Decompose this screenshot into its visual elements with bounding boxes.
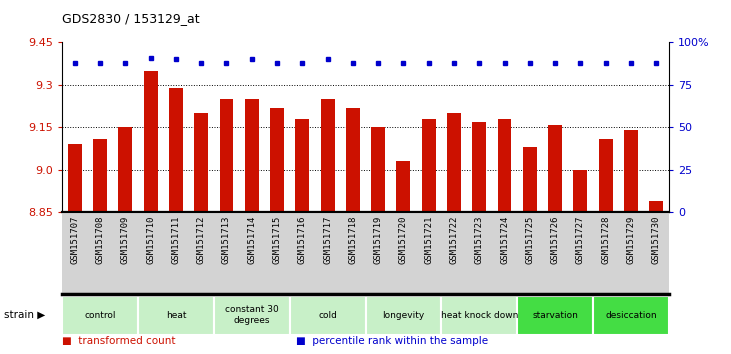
Bar: [321, 99, 335, 212]
Bar: [346, 108, 360, 212]
Text: GSM151729: GSM151729: [626, 216, 635, 264]
Text: constant 30
degrees: constant 30 degrees: [225, 306, 279, 325]
Bar: [593, 296, 669, 335]
Text: GSM151717: GSM151717: [323, 216, 332, 264]
Text: GSM151718: GSM151718: [349, 216, 357, 264]
Bar: [289, 296, 366, 335]
Bar: [396, 161, 410, 212]
Text: starvation: starvation: [532, 310, 578, 320]
Text: GSM151727: GSM151727: [576, 216, 585, 264]
Text: GSM151725: GSM151725: [526, 216, 534, 264]
Bar: [548, 125, 562, 212]
Bar: [295, 119, 309, 212]
Bar: [144, 71, 158, 212]
Bar: [270, 108, 284, 212]
Bar: [245, 99, 259, 212]
Bar: [371, 127, 385, 212]
Text: desiccation: desiccation: [605, 310, 656, 320]
Text: GSM151708: GSM151708: [96, 216, 105, 264]
Text: GSM151709: GSM151709: [121, 216, 130, 264]
Text: ■  transformed count: ■ transformed count: [62, 336, 175, 346]
Text: GSM151715: GSM151715: [273, 216, 281, 264]
Bar: [442, 296, 518, 335]
Bar: [573, 170, 587, 212]
Text: GSM151724: GSM151724: [500, 216, 509, 264]
Text: GSM151707: GSM151707: [70, 216, 79, 264]
Text: control: control: [84, 310, 115, 320]
Text: GSM151713: GSM151713: [222, 216, 231, 264]
Text: GSM151710: GSM151710: [146, 216, 155, 264]
Text: cold: cold: [318, 310, 337, 320]
Bar: [213, 296, 289, 335]
Text: GSM151728: GSM151728: [601, 216, 610, 264]
Text: GSM151716: GSM151716: [298, 216, 307, 264]
Text: GDS2830 / 153129_at: GDS2830 / 153129_at: [62, 12, 200, 25]
Bar: [422, 119, 436, 212]
Bar: [599, 139, 613, 212]
Bar: [118, 127, 132, 212]
Bar: [472, 122, 486, 212]
Bar: [523, 147, 537, 212]
Bar: [498, 119, 512, 212]
Text: GSM151721: GSM151721: [424, 216, 433, 264]
Bar: [138, 296, 213, 335]
Bar: [366, 296, 442, 335]
Text: ■  percentile rank within the sample: ■ percentile rank within the sample: [296, 336, 488, 346]
Text: GSM151712: GSM151712: [197, 216, 205, 264]
Text: GSM151722: GSM151722: [450, 216, 458, 264]
Bar: [447, 113, 461, 212]
Text: heat knock down: heat knock down: [441, 310, 518, 320]
Text: longevity: longevity: [382, 310, 425, 320]
Bar: [518, 296, 593, 335]
Text: GSM151730: GSM151730: [652, 216, 661, 264]
Bar: [169, 88, 183, 212]
Bar: [194, 113, 208, 212]
Text: GSM151719: GSM151719: [374, 216, 382, 264]
Text: strain ▶: strain ▶: [4, 310, 45, 320]
Text: heat: heat: [166, 310, 186, 320]
Bar: [624, 130, 638, 212]
Text: GSM151720: GSM151720: [399, 216, 408, 264]
Bar: [62, 296, 138, 335]
Bar: [68, 144, 82, 212]
Bar: [93, 139, 107, 212]
Text: GSM151711: GSM151711: [171, 216, 181, 264]
Bar: [219, 99, 233, 212]
Text: GSM151723: GSM151723: [474, 216, 484, 264]
Text: GSM151726: GSM151726: [550, 216, 560, 264]
Text: GSM151714: GSM151714: [247, 216, 257, 264]
Bar: [649, 201, 663, 212]
